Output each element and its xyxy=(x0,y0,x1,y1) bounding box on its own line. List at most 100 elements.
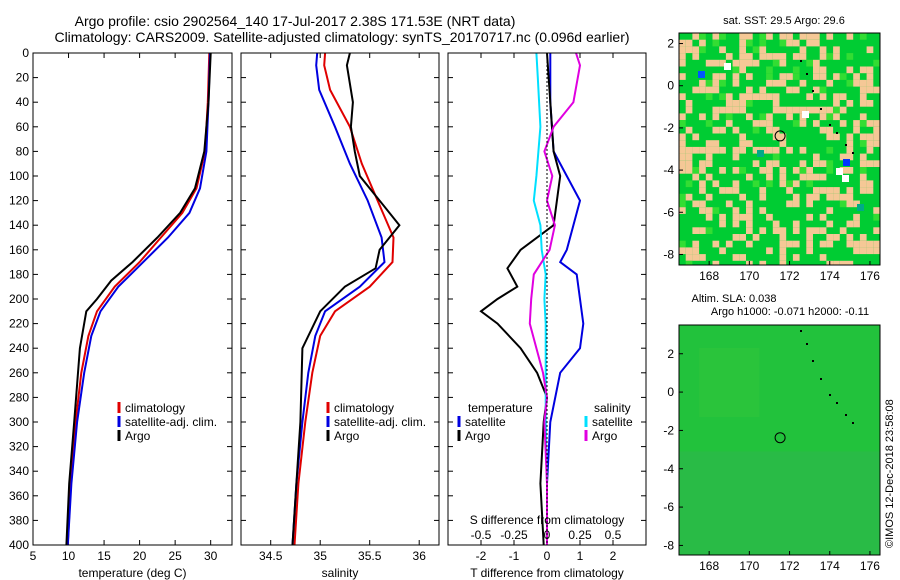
island-dot xyxy=(845,144,847,146)
map-cell xyxy=(685,160,693,167)
map-cell xyxy=(679,93,686,100)
map-cell xyxy=(739,59,746,67)
y-tick-label: 80 xyxy=(16,144,30,158)
map-cell xyxy=(759,53,767,60)
legend-entry: climatology xyxy=(125,401,185,415)
map-cell xyxy=(859,180,867,188)
island-dot xyxy=(820,108,822,110)
map-cell xyxy=(806,39,813,47)
map-cell xyxy=(732,187,740,194)
map-cell xyxy=(699,33,706,40)
map-cell xyxy=(719,73,726,80)
map-cell xyxy=(792,73,800,80)
map-cell xyxy=(866,180,874,188)
map-cell xyxy=(779,53,787,60)
map-feature xyxy=(842,175,849,182)
map-cell xyxy=(772,146,780,154)
map-cell xyxy=(685,153,693,161)
x-tick-label: 0 xyxy=(544,549,551,563)
island-dot xyxy=(829,124,831,126)
map-cell xyxy=(752,160,760,167)
map-cell xyxy=(786,187,793,194)
map-cell xyxy=(806,173,813,181)
legend-salinity-title: salinity xyxy=(594,401,631,415)
map-cell xyxy=(839,200,847,208)
map-cell xyxy=(779,79,787,87)
map-cell xyxy=(826,220,834,228)
map-cell xyxy=(772,93,780,100)
map-cell xyxy=(679,160,686,167)
map-cell xyxy=(746,113,753,121)
map-cell xyxy=(826,207,834,214)
map-cell xyxy=(692,53,700,60)
map-cell xyxy=(705,227,713,234)
map-cell xyxy=(859,79,867,87)
map-cell xyxy=(739,100,746,107)
map-cell xyxy=(792,39,800,47)
map-cell xyxy=(779,140,787,147)
island-dot xyxy=(852,152,854,154)
map-cell xyxy=(819,93,827,100)
map-cell xyxy=(799,106,807,114)
map-feature xyxy=(757,150,764,157)
map-cell xyxy=(859,86,867,94)
map-cell xyxy=(739,39,746,47)
map-cell xyxy=(732,126,740,134)
map-cell xyxy=(759,86,767,94)
map-cell xyxy=(819,254,827,261)
map-cell xyxy=(719,146,726,154)
map-cell xyxy=(752,126,760,134)
map-cell xyxy=(759,39,767,47)
map-cell xyxy=(826,106,834,114)
map-y-tick-label: 0 xyxy=(667,385,674,399)
map-cell xyxy=(819,113,827,121)
map-cell xyxy=(873,120,880,127)
map-cell xyxy=(766,93,773,100)
map-cell xyxy=(779,33,787,40)
island-dot xyxy=(845,414,847,416)
map-cell xyxy=(792,193,800,201)
map-cell xyxy=(705,93,713,100)
y-tick-label: 240 xyxy=(9,341,29,355)
map-cell xyxy=(719,93,726,100)
x-tick-label: 25 xyxy=(168,549,182,563)
map-cell xyxy=(819,160,827,167)
argo-position-marker xyxy=(774,130,786,142)
map-cell xyxy=(719,220,726,228)
map-cell xyxy=(712,146,720,154)
map-cell xyxy=(772,133,780,141)
x-tick-label: 34.5 xyxy=(259,549,283,563)
map-cell xyxy=(732,207,740,214)
map-cell xyxy=(772,220,780,228)
map-cell xyxy=(786,73,793,80)
map-cell xyxy=(826,33,834,40)
map-y-tick-label: -2 xyxy=(663,423,674,437)
map-cell xyxy=(866,86,874,94)
map-cell xyxy=(746,86,753,94)
map-cell xyxy=(866,133,874,141)
map-cell xyxy=(813,193,820,201)
map-cell xyxy=(826,193,834,201)
map-x-tick-label: 168 xyxy=(699,559,719,573)
map-cell xyxy=(692,254,700,261)
map-cell xyxy=(692,247,700,255)
map-cell xyxy=(712,240,720,248)
map-cell xyxy=(853,126,860,134)
map-cell xyxy=(746,227,753,234)
map-cell xyxy=(746,207,753,214)
map-cell xyxy=(732,73,740,80)
x-tick-label: 5 xyxy=(30,549,37,563)
map-cell xyxy=(705,140,713,147)
map-cell xyxy=(846,53,854,60)
map-cell xyxy=(679,140,686,147)
map-cell xyxy=(679,193,686,201)
map-cell xyxy=(685,193,693,201)
map-cell xyxy=(792,200,800,208)
map-cell xyxy=(792,227,800,234)
map-cell xyxy=(739,254,746,261)
map-cell xyxy=(766,213,773,221)
y-tick-label: 380 xyxy=(9,513,29,527)
map-cell xyxy=(846,140,854,147)
map-cell xyxy=(779,247,787,255)
map-cell xyxy=(846,167,854,174)
